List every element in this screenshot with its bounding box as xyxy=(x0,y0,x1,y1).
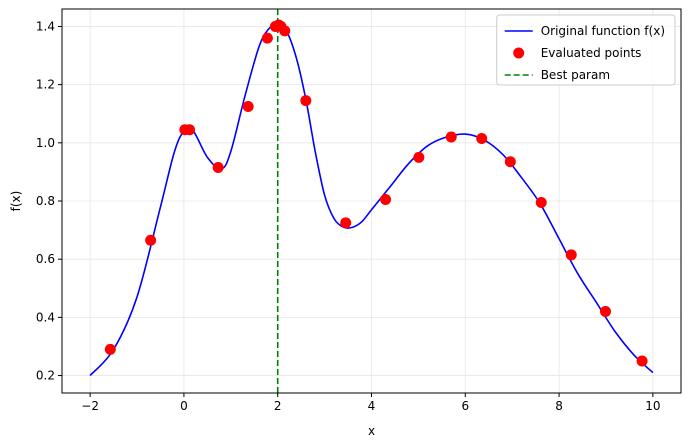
evaluated-point xyxy=(413,151,425,163)
evaluated-point xyxy=(565,249,577,261)
evaluated-point xyxy=(636,355,648,367)
legend-point-sample xyxy=(513,47,525,59)
evaluated-point xyxy=(300,95,312,107)
x-tick-label: −2 xyxy=(81,399,99,413)
x-tick-label: 10 xyxy=(645,399,660,413)
y-tick-label: 0.2 xyxy=(36,369,55,383)
y-tick-label: 1.0 xyxy=(36,136,55,150)
evaluated-point xyxy=(340,217,352,229)
x-tick-label: 2 xyxy=(274,399,282,413)
x-tick-label: 6 xyxy=(461,399,469,413)
y-tick-label: 0.6 xyxy=(36,252,55,266)
evaluated-point xyxy=(279,25,291,37)
plot-area xyxy=(89,9,654,393)
evaluated-point xyxy=(504,156,516,168)
x-axis-label: x xyxy=(368,424,375,438)
legend-label-function: Original function f(x) xyxy=(541,24,665,38)
x-tick-label: 4 xyxy=(368,399,376,413)
legend-box xyxy=(496,14,676,86)
legend-label-points: Evaluated points xyxy=(541,46,642,60)
legend-label-best-param: Best param xyxy=(541,68,610,82)
evaluated-point xyxy=(104,343,116,355)
evaluated-point xyxy=(242,100,254,112)
y-tick-label: 1.2 xyxy=(36,78,55,92)
y-tick-label: 1.4 xyxy=(36,19,55,33)
evaluated-point xyxy=(380,194,392,206)
y-axis-label: f(x) xyxy=(9,191,23,212)
evaluated-point xyxy=(212,162,224,174)
y-tick-label: 0.4 xyxy=(36,310,55,324)
evaluated-point xyxy=(261,32,273,44)
evaluated-point xyxy=(476,132,488,144)
evaluated-point xyxy=(145,234,157,246)
evaluated-point xyxy=(184,124,196,136)
y-tick-label: 0.8 xyxy=(36,194,55,208)
evaluated-point xyxy=(600,306,612,318)
function-curve xyxy=(89,22,654,377)
evaluated-point xyxy=(535,196,547,208)
legend: Original function f(x) Evaluated points … xyxy=(496,14,676,86)
axis-ticks: −2 0 2 4 6 8 10 0.2 0.4 0.6 0.8 1.0 1.2 1.4 xyxy=(36,19,661,413)
evaluated-point xyxy=(445,131,457,143)
x-tick-label: 8 xyxy=(555,399,563,413)
x-tick-label: 0 xyxy=(180,399,188,413)
